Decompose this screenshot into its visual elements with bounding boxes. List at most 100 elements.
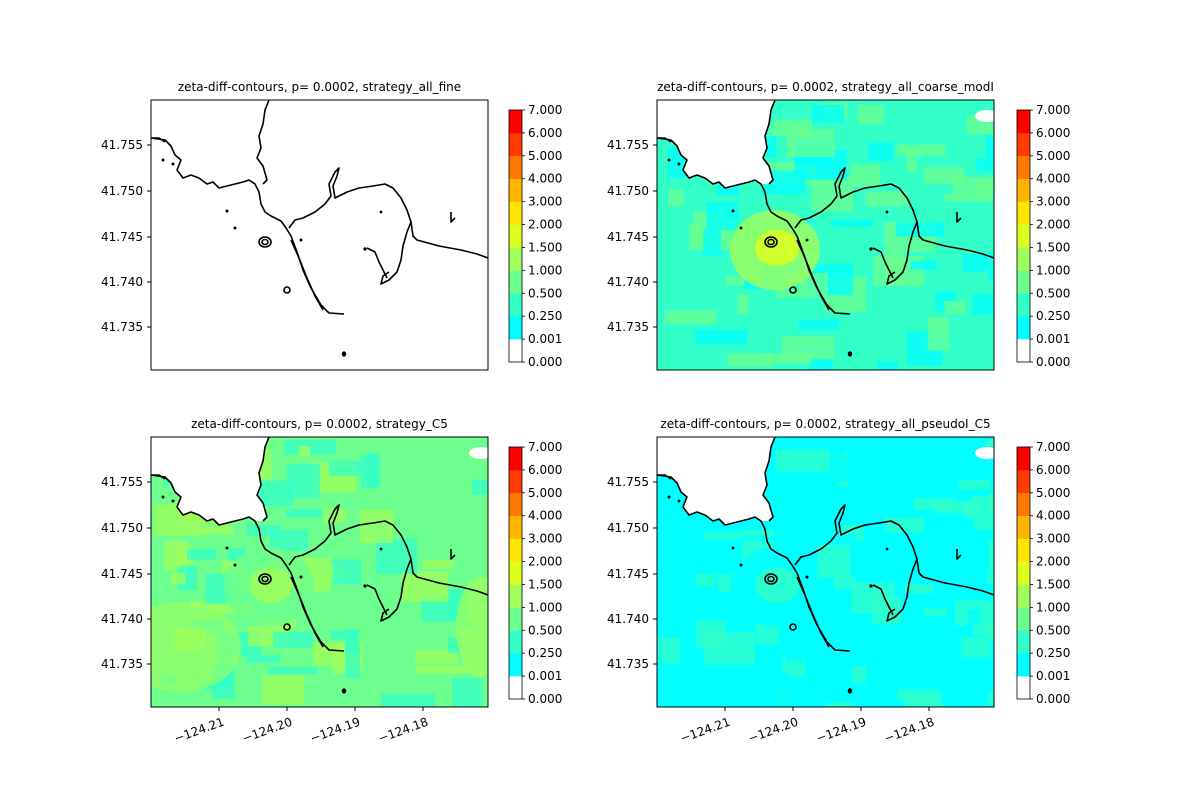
colorbar-segment [509, 339, 522, 363]
island [161, 158, 165, 162]
field-patch [781, 336, 835, 359]
island [805, 575, 809, 579]
colorbar-segment [509, 447, 522, 471]
field-patch [268, 666, 318, 675]
field-patch [298, 445, 311, 457]
field-patch [843, 533, 857, 541]
colorbar-tick-label: 0.250 [528, 646, 562, 660]
colorbar-tick-label: 3.000 [528, 195, 562, 209]
colorbar-tick-label: 5.000 [1036, 149, 1070, 163]
colorbar-tick-label: 7.000 [1036, 440, 1070, 454]
y-tick-label: 41.750 [607, 184, 649, 198]
island [885, 210, 889, 214]
field-patch [401, 571, 449, 602]
field-patch [359, 509, 394, 543]
field-patch [706, 202, 739, 231]
field-patch [955, 600, 994, 626]
coastline-segment [796, 576, 830, 648]
island [847, 688, 853, 694]
field-patch [930, 520, 974, 555]
field-patch [958, 479, 991, 490]
field-patch [953, 176, 992, 202]
colorbar-tick-label: 1.500 [528, 577, 562, 591]
field-patch [984, 439, 994, 450]
colorbar-segment [1017, 584, 1030, 608]
field-patch [381, 693, 436, 707]
colorbar-tick-label: 5.000 [1036, 486, 1070, 500]
field-patch [833, 576, 856, 589]
colorbar-segment [1017, 132, 1030, 157]
colorbar-segment [509, 492, 522, 517]
colorbar-tick-label: 5.000 [528, 486, 562, 500]
field-patch [904, 583, 934, 594]
coastline-segment [956, 549, 962, 560]
colorbar-segment [509, 316, 522, 340]
colorbar-tick-label: 0.000 [528, 692, 562, 706]
field-patch [415, 649, 458, 665]
coastline-segment [288, 504, 488, 596]
axes-frame [656, 436, 995, 708]
subplot-title: zeta-diff-contours, p= 0.0002, strategy_… [178, 80, 461, 94]
island [171, 499, 175, 503]
coastline-segment [450, 212, 456, 223]
coastline-segment [151, 137, 166, 143]
colorbar-tick-label: 1.500 [1036, 577, 1070, 591]
field-patch [345, 629, 359, 654]
island [731, 546, 735, 550]
field-patch [785, 632, 804, 663]
colorbar-segment [1017, 178, 1030, 202]
subplot-title: zeta-diff-contours, p= 0.0002, strategy_… [191, 417, 448, 431]
coastline-segment [256, 100, 270, 185]
island [767, 575, 775, 583]
plot-area [657, 437, 994, 707]
field-patch [988, 691, 994, 706]
island [363, 584, 367, 588]
colorbar-segment [509, 247, 522, 271]
colorbar-tick-label: 1.000 [1036, 263, 1070, 277]
colorbar-tick-label: 0.001 [1036, 332, 1070, 346]
colorbar-tick-label: 2.000 [1036, 218, 1070, 232]
colorbar-tick-label: 6.000 [528, 126, 562, 140]
island [667, 495, 671, 499]
x-tick-label: −124.20 [240, 715, 294, 746]
field-patch [815, 447, 846, 460]
colorbar-tick-label: 0.001 [1036, 669, 1070, 683]
plot-area [151, 100, 488, 370]
colorbar-segment [1017, 469, 1030, 494]
colorbar-segment [1017, 653, 1030, 677]
y-tick-label: 41.745 [101, 230, 143, 244]
field-patch [827, 702, 854, 707]
field-patch [416, 666, 471, 674]
coastline-segment [762, 437, 776, 522]
island [667, 158, 671, 162]
subplot-title: zeta-diff-contours, p= 0.0002, strategy_… [660, 417, 990, 431]
field-patch [913, 497, 955, 511]
island [677, 499, 681, 503]
y-tick-label: 41.735 [607, 320, 649, 334]
land-mask [657, 100, 775, 188]
island [233, 563, 237, 567]
island [764, 236, 778, 248]
colorbar-segment [1017, 316, 1030, 340]
island [885, 547, 889, 551]
colorbar-segment [1017, 607, 1030, 631]
colorbar-segment [509, 676, 522, 700]
field-patch [657, 637, 681, 664]
field-patch [832, 219, 874, 227]
field-patch [976, 158, 994, 172]
island [869, 584, 873, 588]
island [764, 573, 778, 585]
field-patch [988, 251, 994, 281]
island [767, 238, 775, 246]
y-tick-label: 41.735 [101, 320, 143, 334]
colorbar-segment [1017, 247, 1030, 271]
colorbar-tick-label: 2.000 [528, 218, 562, 232]
colorbar-segment [509, 630, 522, 654]
y-tick-label: 41.745 [607, 230, 649, 244]
subplot-1: zeta-diff-contours, p= 0.0002, strategy_… [101, 80, 562, 371]
field-patch [906, 150, 917, 173]
island [805, 238, 809, 242]
coastline-segment [290, 239, 324, 311]
hotspot-south [151, 602, 241, 692]
field-patch [850, 164, 881, 188]
